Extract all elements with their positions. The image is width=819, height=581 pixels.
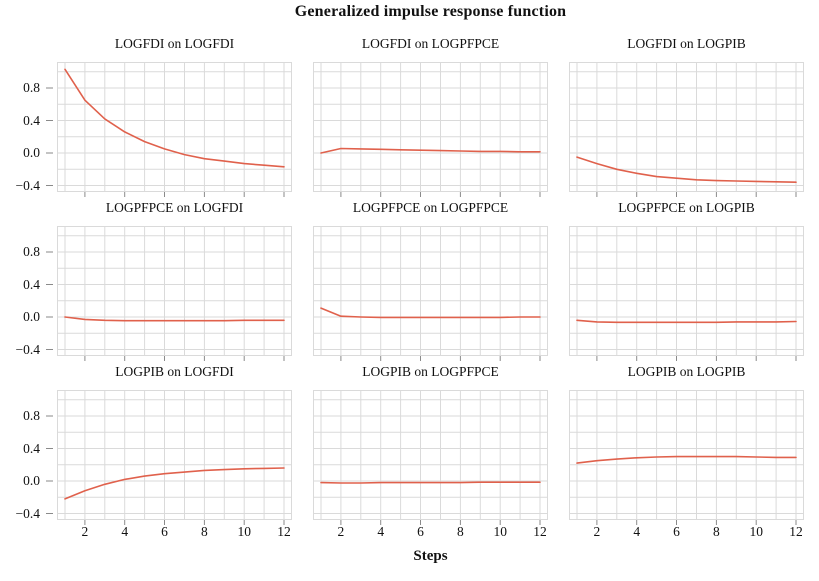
x-tick-label: 2 [81,524,89,539]
panel-border [313,226,548,356]
irf-panel-logpfpce-on-logpib [569,226,804,361]
irf-response-line [320,481,541,484]
figure-title: Generalized impulse response function [294,3,567,20]
y-tick-label: 0.0 [23,473,40,488]
x-axis-title: Steps [413,548,448,564]
y-tick-label: 0.8 [23,244,40,259]
irf-panel-logpib-on-logpfpce [313,390,548,525]
panel-border [569,390,804,520]
x-tick-label: 8 [712,524,720,539]
x-tick-label: 2 [593,524,601,539]
y-tick-label: −0.4 [15,177,41,193]
panel-title: LOGFDI on LOGPFPCE [361,36,500,51]
irf-response-line [64,316,285,322]
panel-title: LOGPIB on LOGFDI [115,364,234,379]
x-tick-label: 10 [493,524,507,539]
x-tick-label: 12 [277,524,291,539]
panel-border [569,226,804,356]
panel-title: LOGPFPCE on LOGPFPCE [352,200,509,215]
x-tick-label: 2 [337,524,345,539]
panel-border [57,226,292,356]
irf-panel-logpfpce-on-logfdi [46,226,292,361]
irf-response-line [576,319,797,324]
panel-title: LOGFDI on LOGFDI [114,36,235,51]
y-tick-label: −0.4 [15,341,41,357]
irf-response-line [64,467,285,500]
y-tick-label: 0.0 [23,145,40,160]
panel-border [569,62,804,192]
irf-panel-logfdi-on-logpib [569,62,804,197]
panel-title: LOGFDI on LOGPIB [627,36,746,51]
y-tick-label: 0.4 [23,112,40,128]
irf-response-line [576,455,797,464]
x-tick-label: 12 [789,524,803,539]
y-tick-label: 0.8 [23,408,40,423]
panel-title: LOGPIB on LOGPIB [627,364,746,379]
panel-border [313,62,548,192]
x-tick-label: 10 [237,524,251,539]
panel-title: LOGPIB on LOGPFPCE [362,364,499,379]
x-tick-label: 8 [456,524,464,539]
irf-response-line [320,307,541,319]
irf-panel-logfdi-on-logfdi [46,62,292,197]
x-tick-label: 6 [673,524,680,539]
x-tick-label: 4 [377,524,385,539]
x-tick-label: 4 [121,524,129,539]
panel-border [57,62,292,192]
irf-panel-logpib-on-logpib [569,390,804,525]
irf-response-line [64,68,285,168]
panel-border [57,390,292,520]
panel-title: LOGPFPCE on LOGPIB [618,200,755,215]
irf-panel-logpib-on-logfdi [46,390,292,525]
y-tick-label: 0.8 [23,80,40,95]
x-tick-label: 6 [161,524,168,539]
x-tick-label: 4 [633,524,641,539]
y-tick-label: 0.4 [23,440,40,456]
irf-panel-logpfpce-on-logpfpce [313,226,548,361]
irf-response-line [576,156,797,183]
x-tick-label: 8 [200,524,208,539]
y-tick-label: 0.4 [23,276,40,292]
y-tick-label: 0.0 [23,309,40,324]
x-tick-label: 10 [749,524,763,539]
x-tick-label: 6 [417,524,424,539]
x-tick-label: 12 [533,524,547,539]
irf-response-line [320,147,541,154]
y-tick-label: −0.4 [15,505,41,521]
irf-panel-logfdi-on-logpfpce [313,62,548,197]
panel-title: LOGPFPCE on LOGFDI [105,200,244,215]
panel-border [313,390,548,520]
